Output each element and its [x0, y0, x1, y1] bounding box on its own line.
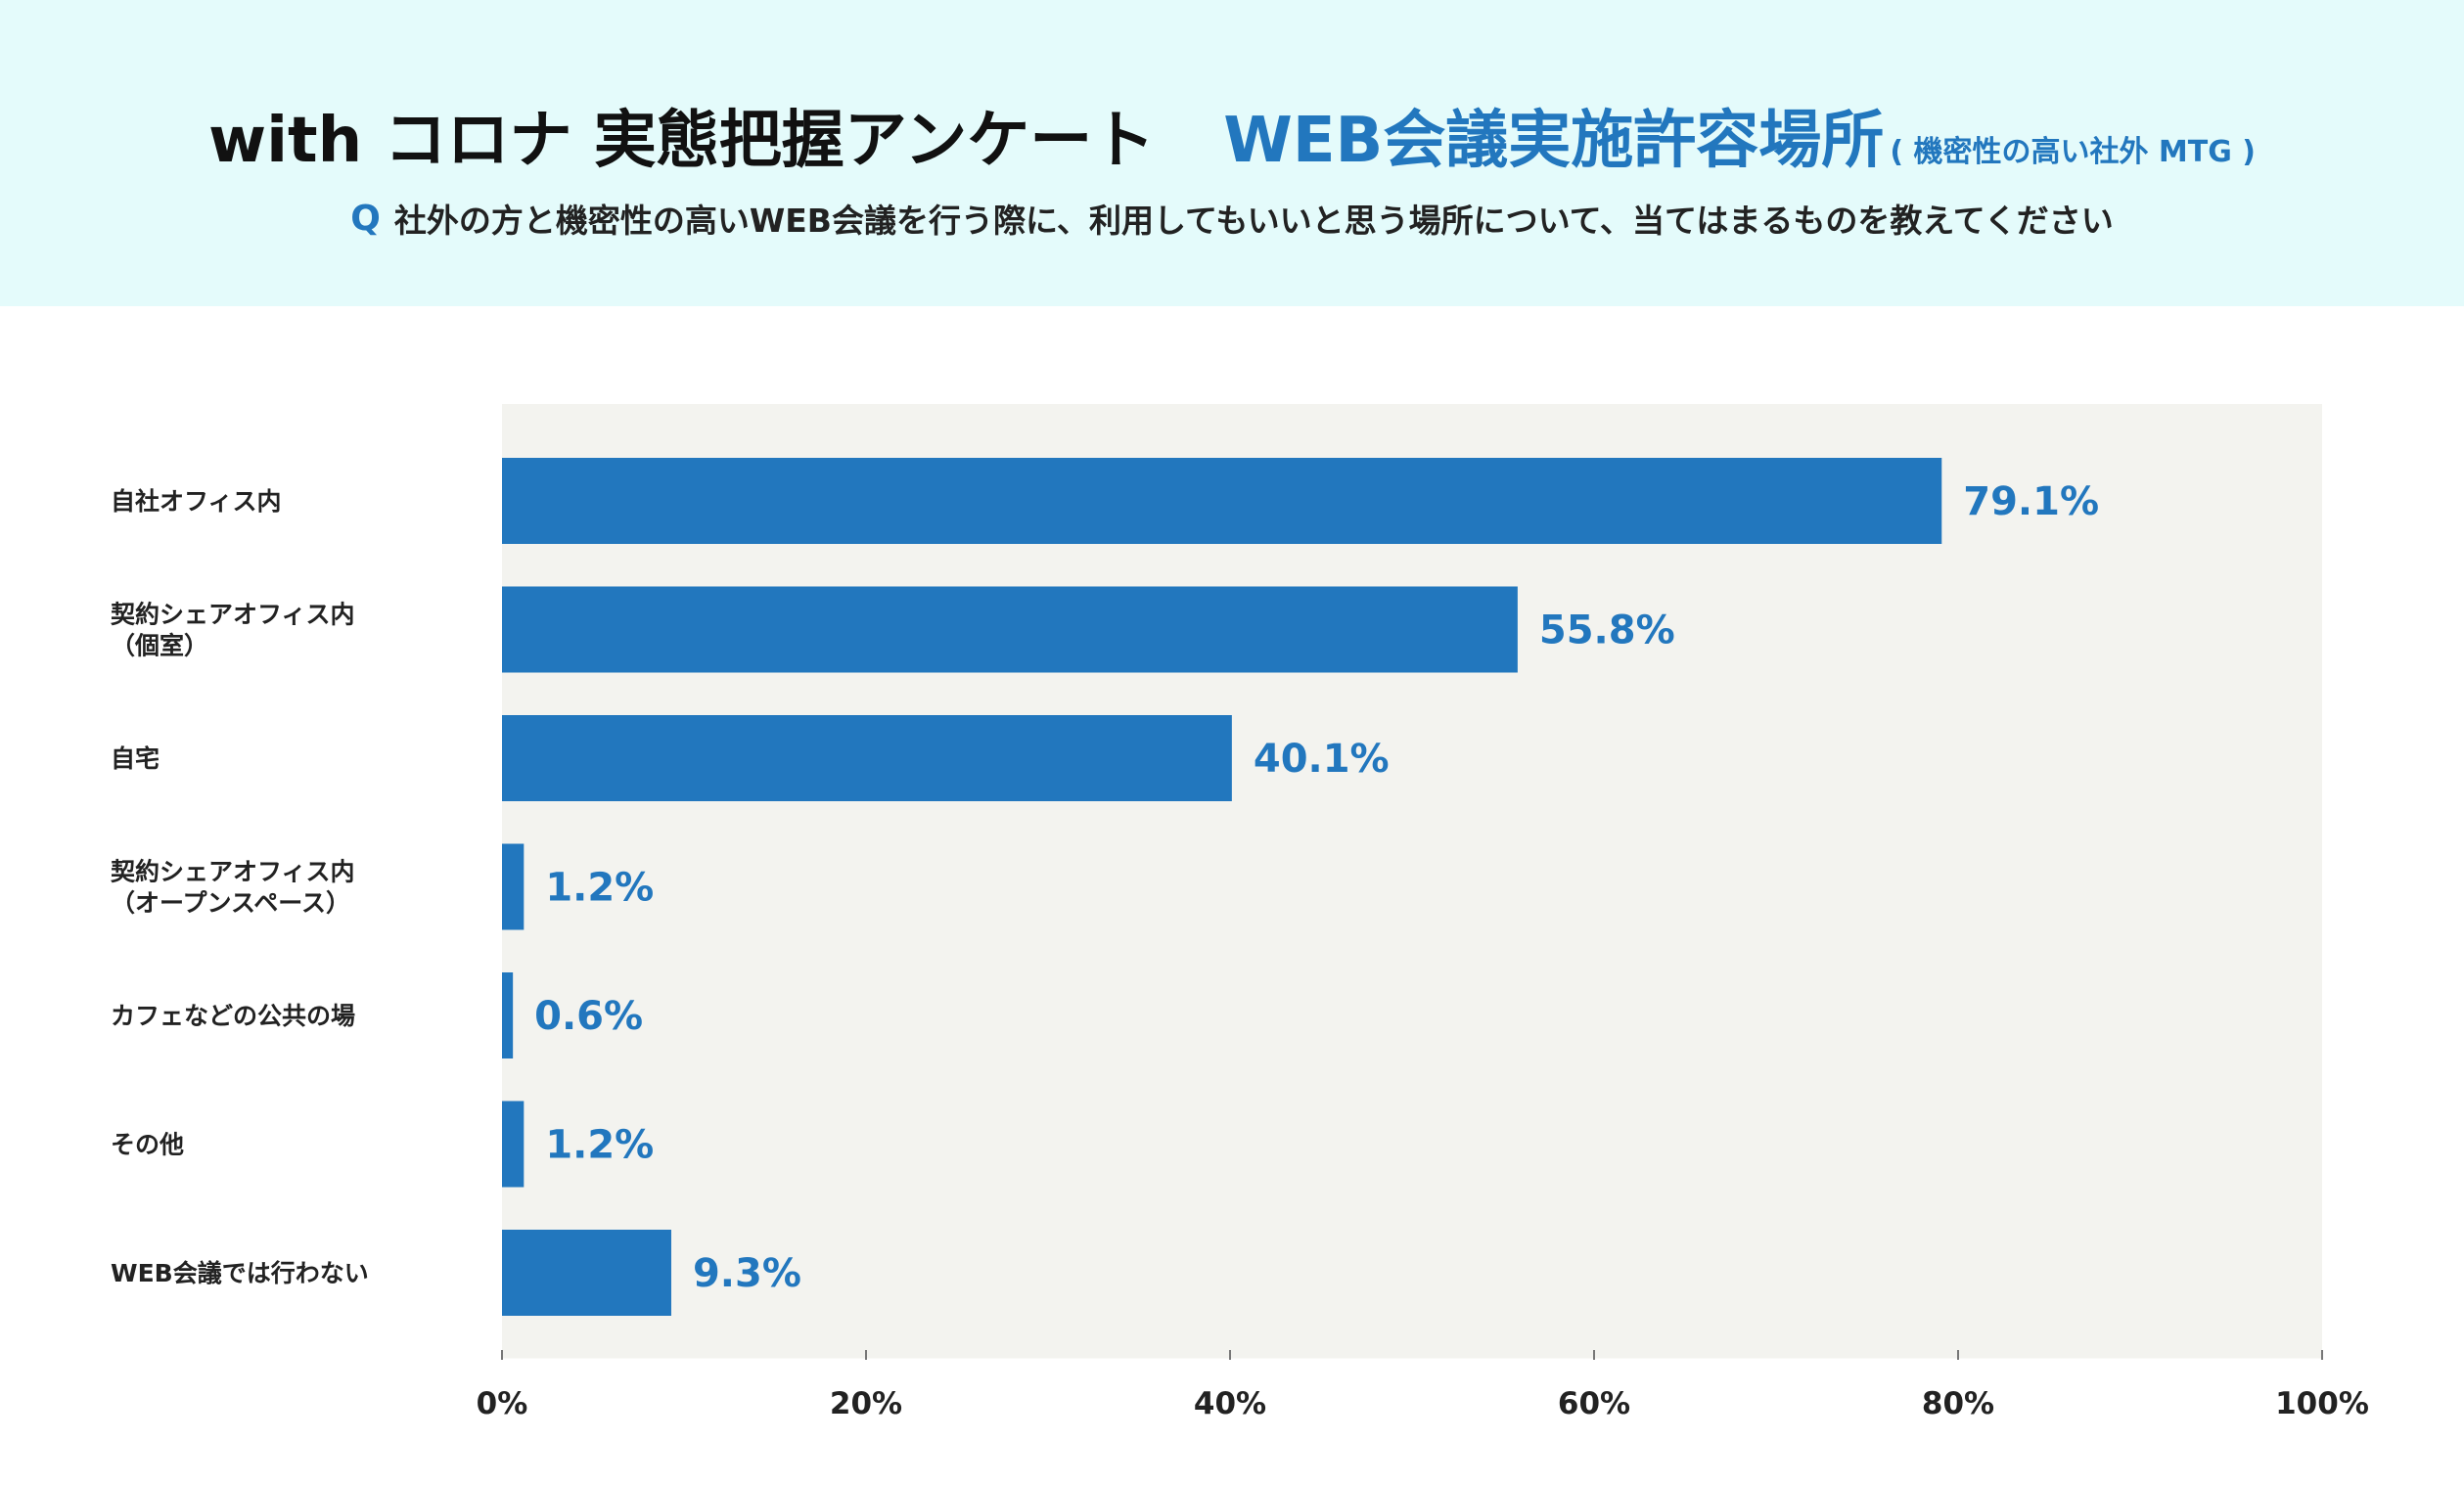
title-subtitle: ( 機密性の高い社外 MTG ): [1890, 135, 2257, 169]
value-label: 1.2%: [545, 866, 654, 911]
x-tick-label: 0%: [477, 1386, 528, 1421]
x-axis: 0% 20% 40% 60% 80% 100%: [477, 1350, 2369, 1421]
value-label: 55.8%: [1539, 608, 1675, 653]
question-row: Q 社外の方と機密性の高いWEB会議を行う際に、利用してもいいと思う場所について…: [0, 194, 2464, 243]
bars-layer: 79.1% 自社オフィス内 55.8% 契約シェアオフィス内（個室） 40.1% 自宅 1.…: [111, 458, 2099, 1316]
title-row: with コロナ 実態把握アンケート WEB会議実施許容場所 ( 機密性の高い社…: [0, 90, 2464, 188]
x-tick-label: 40%: [1194, 1386, 1266, 1421]
category-label: 自宅: [111, 744, 160, 773]
title-topic: WEB会議実施許容場所: [1223, 105, 1885, 177]
bar: [502, 1101, 525, 1188]
value-label: 9.3%: [693, 1251, 801, 1296]
x-tick-label: 60%: [1558, 1386, 1630, 1421]
category-label: その他: [111, 1131, 184, 1159]
bar: [502, 1230, 671, 1316]
bar: [502, 972, 514, 1058]
value-label: 0.6%: [534, 994, 643, 1039]
question-text: 社外の方と機密性の高いWEB会議を行う際に、利用してもいいと思う場所について、当…: [393, 202, 2114, 240]
question-mark: Q: [350, 198, 381, 239]
x-tick-label: 100%: [2275, 1386, 2369, 1421]
bar: [502, 715, 1232, 801]
category-label: カフェなどの公共の場: [111, 1002, 355, 1030]
title-main: with コロナ 実態把握アンケート: [207, 105, 1156, 177]
value-label: 1.2%: [545, 1123, 654, 1168]
bar: [502, 586, 1518, 673]
bar: [502, 843, 525, 930]
bar: [502, 458, 1942, 544]
value-label: 40.1%: [1254, 737, 1390, 782]
category-label: 契約シェアオフィス内（オープンスペース）: [111, 858, 355, 918]
header-band: with コロナ 実態把握アンケート WEB会議実施許容場所 ( 機密性の高い社…: [0, 0, 2464, 306]
value-label: 79.1%: [1963, 479, 2099, 524]
category-label: 契約シェアオフィス内（個室）: [111, 601, 355, 660]
category-label: WEB会議では行わない: [111, 1259, 369, 1287]
category-label: 自社オフィス内: [111, 487, 282, 516]
x-tick-label: 80%: [1922, 1386, 1994, 1421]
x-tick-label: 20%: [830, 1386, 902, 1421]
plot-area: [502, 404, 2322, 1358]
